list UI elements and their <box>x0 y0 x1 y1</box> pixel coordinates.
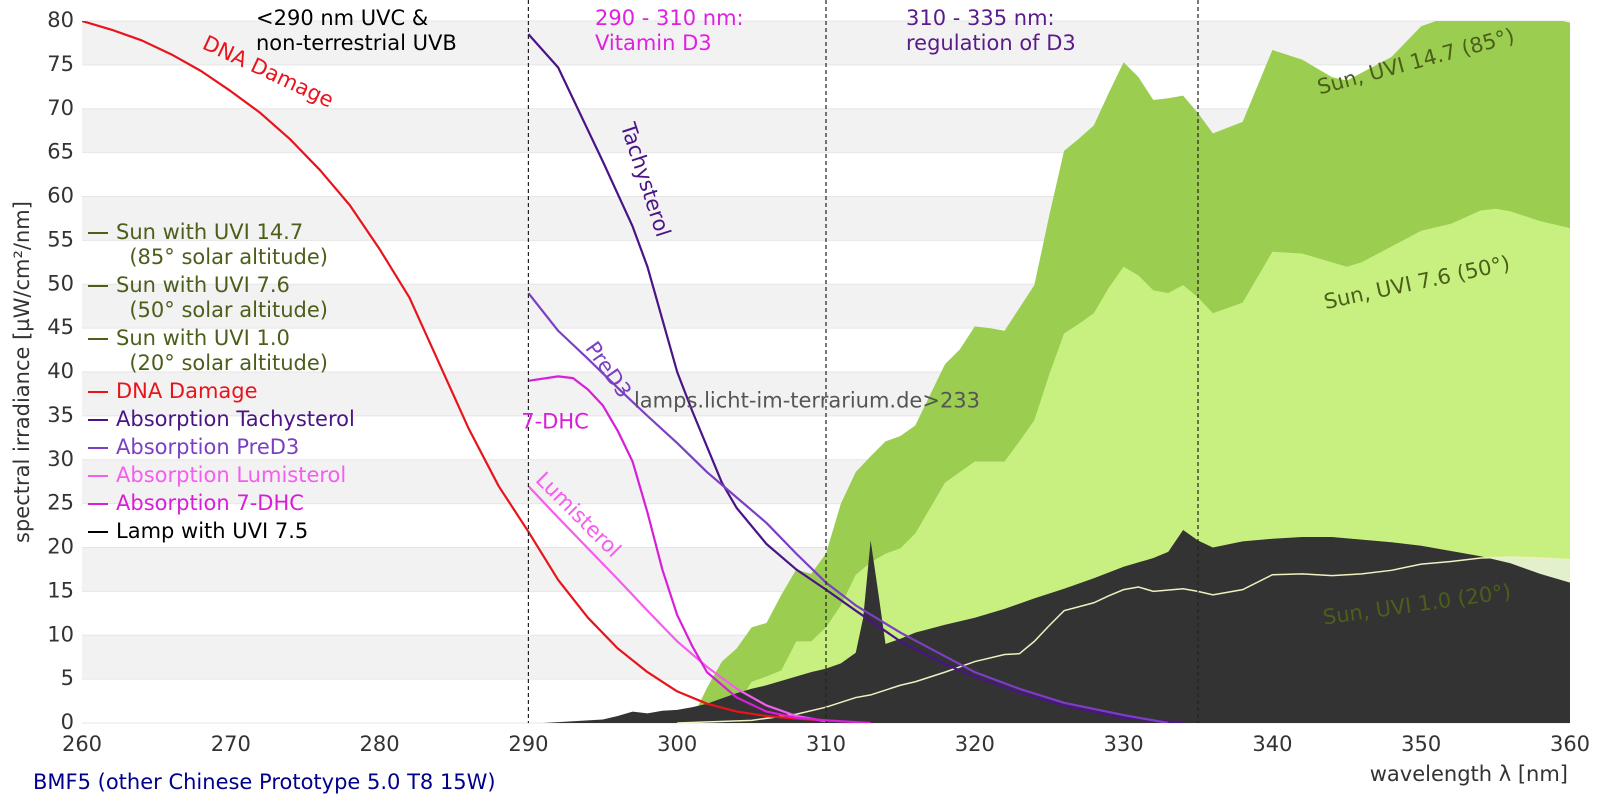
legend-swatch <box>88 285 108 287</box>
legend-swatch <box>88 391 108 393</box>
x-tick-label: 340 <box>1252 732 1292 756</box>
legend-swatch <box>88 503 108 505</box>
annotation: <290 nm UVC & non-terrestrial UVB <box>256 6 457 55</box>
legend-swatch <box>88 338 108 340</box>
x-tick-label: 290 <box>508 732 548 756</box>
area-line <box>677 556 1570 723</box>
legend-entry: Absorption Tachysterol <box>88 407 355 432</box>
y-tick-label: 60 <box>47 184 74 208</box>
y-tick-label: 75 <box>47 52 74 76</box>
y-tick-label: 0 <box>61 710 74 734</box>
legend-label: Absorption PreD3 <box>116 435 300 459</box>
legend-entry: Absorption 7-DHC <box>88 491 355 516</box>
legend-label: Absorption 7-DHC <box>116 491 304 515</box>
legend-swatch <box>88 531 108 533</box>
y-tick-label: 10 <box>47 622 74 646</box>
y-tick-label: 5 <box>61 666 74 690</box>
legend-label: DNA Damage <box>116 379 258 403</box>
x-axis-label: wavelength λ [nm] <box>1369 762 1568 786</box>
legend-label: Sun with UVI 14.7 (85° solar altitude) <box>116 220 328 269</box>
legend-label: Lamp with UVI 7.5 <box>116 519 309 543</box>
y-tick-label: 70 <box>47 96 74 120</box>
x-tick-label: 360 <box>1550 732 1590 756</box>
legend-entry: DNA Damage <box>88 379 355 404</box>
x-tick-label: 260 <box>62 732 102 756</box>
y-tick-label: 80 <box>47 8 74 32</box>
x-tick-label: 350 <box>1401 732 1441 756</box>
legend-swatch <box>88 232 108 234</box>
x-tick-label: 330 <box>1104 732 1144 756</box>
y-axis-label: spectral irradiance [µW/cm²/nm] <box>10 201 34 543</box>
y-tick-label: 55 <box>47 227 74 251</box>
annotation: 310 - 335 nm: regulation of D3 <box>906 6 1076 55</box>
legend-entry: Absorption Lumisterol <box>88 463 355 488</box>
subtitle: BMF5 (other Chinese Prototype 5.0 T8 15W… <box>33 770 496 794</box>
y-tick-label: 15 <box>47 578 74 602</box>
y-tick-label: 25 <box>47 491 74 515</box>
y-tick-label: 45 <box>47 315 74 339</box>
y-tick-label: 65 <box>47 140 74 164</box>
legend-entry: Sun with UVI 7.6 (50° solar altitude) <box>88 273 355 323</box>
legend: Sun with UVI 14.7 (85° solar altitude) Su… <box>88 220 355 547</box>
x-tick-label: 320 <box>955 732 995 756</box>
legend-label: Absorption Tachysterol <box>116 407 355 431</box>
legend-entry: Lamp with UVI 7.5 <box>88 519 355 544</box>
x-tick-label: 280 <box>360 732 400 756</box>
plot-area <box>82 21 1570 723</box>
legend-label: Absorption Lumisterol <box>116 463 347 487</box>
line <box>528 375 871 723</box>
y-tick-label: 30 <box>47 447 74 471</box>
annotation: 7-DHC <box>521 409 589 434</box>
line <box>82 21 827 722</box>
y-tick-label: 50 <box>47 271 74 295</box>
annotation: lamps.licht-im-terrarium.de>233 <box>633 388 981 413</box>
x-tick-label: 300 <box>657 732 697 756</box>
legend-label: Sun with UVI 1.0 (20° solar altitude) <box>116 326 328 375</box>
legend-entry: Absorption PreD3 <box>88 435 355 460</box>
line <box>527 485 827 723</box>
y-tick-label: 35 <box>47 403 74 427</box>
legend-entry: Sun with UVI 14.7 (85° solar altitude) <box>88 220 355 270</box>
legend-swatch <box>88 419 108 421</box>
annotation: 290 - 310 nm: Vitamin D3 <box>595 6 744 55</box>
legend-entry: Sun with UVI 1.0 (20° solar altitude) <box>88 326 355 376</box>
line <box>527 292 1169 723</box>
x-tick-label: 310 <box>806 732 846 756</box>
legend-swatch <box>88 447 108 449</box>
y-tick-label: 40 <box>47 359 74 383</box>
legend-label: Sun with UVI 7.6 (50° solar altitude) <box>116 273 328 322</box>
line <box>527 33 1184 723</box>
area <box>543 529 1570 723</box>
legend-swatch <box>88 475 108 477</box>
x-tick-label: 270 <box>211 732 251 756</box>
y-tick-label: 20 <box>47 535 74 559</box>
